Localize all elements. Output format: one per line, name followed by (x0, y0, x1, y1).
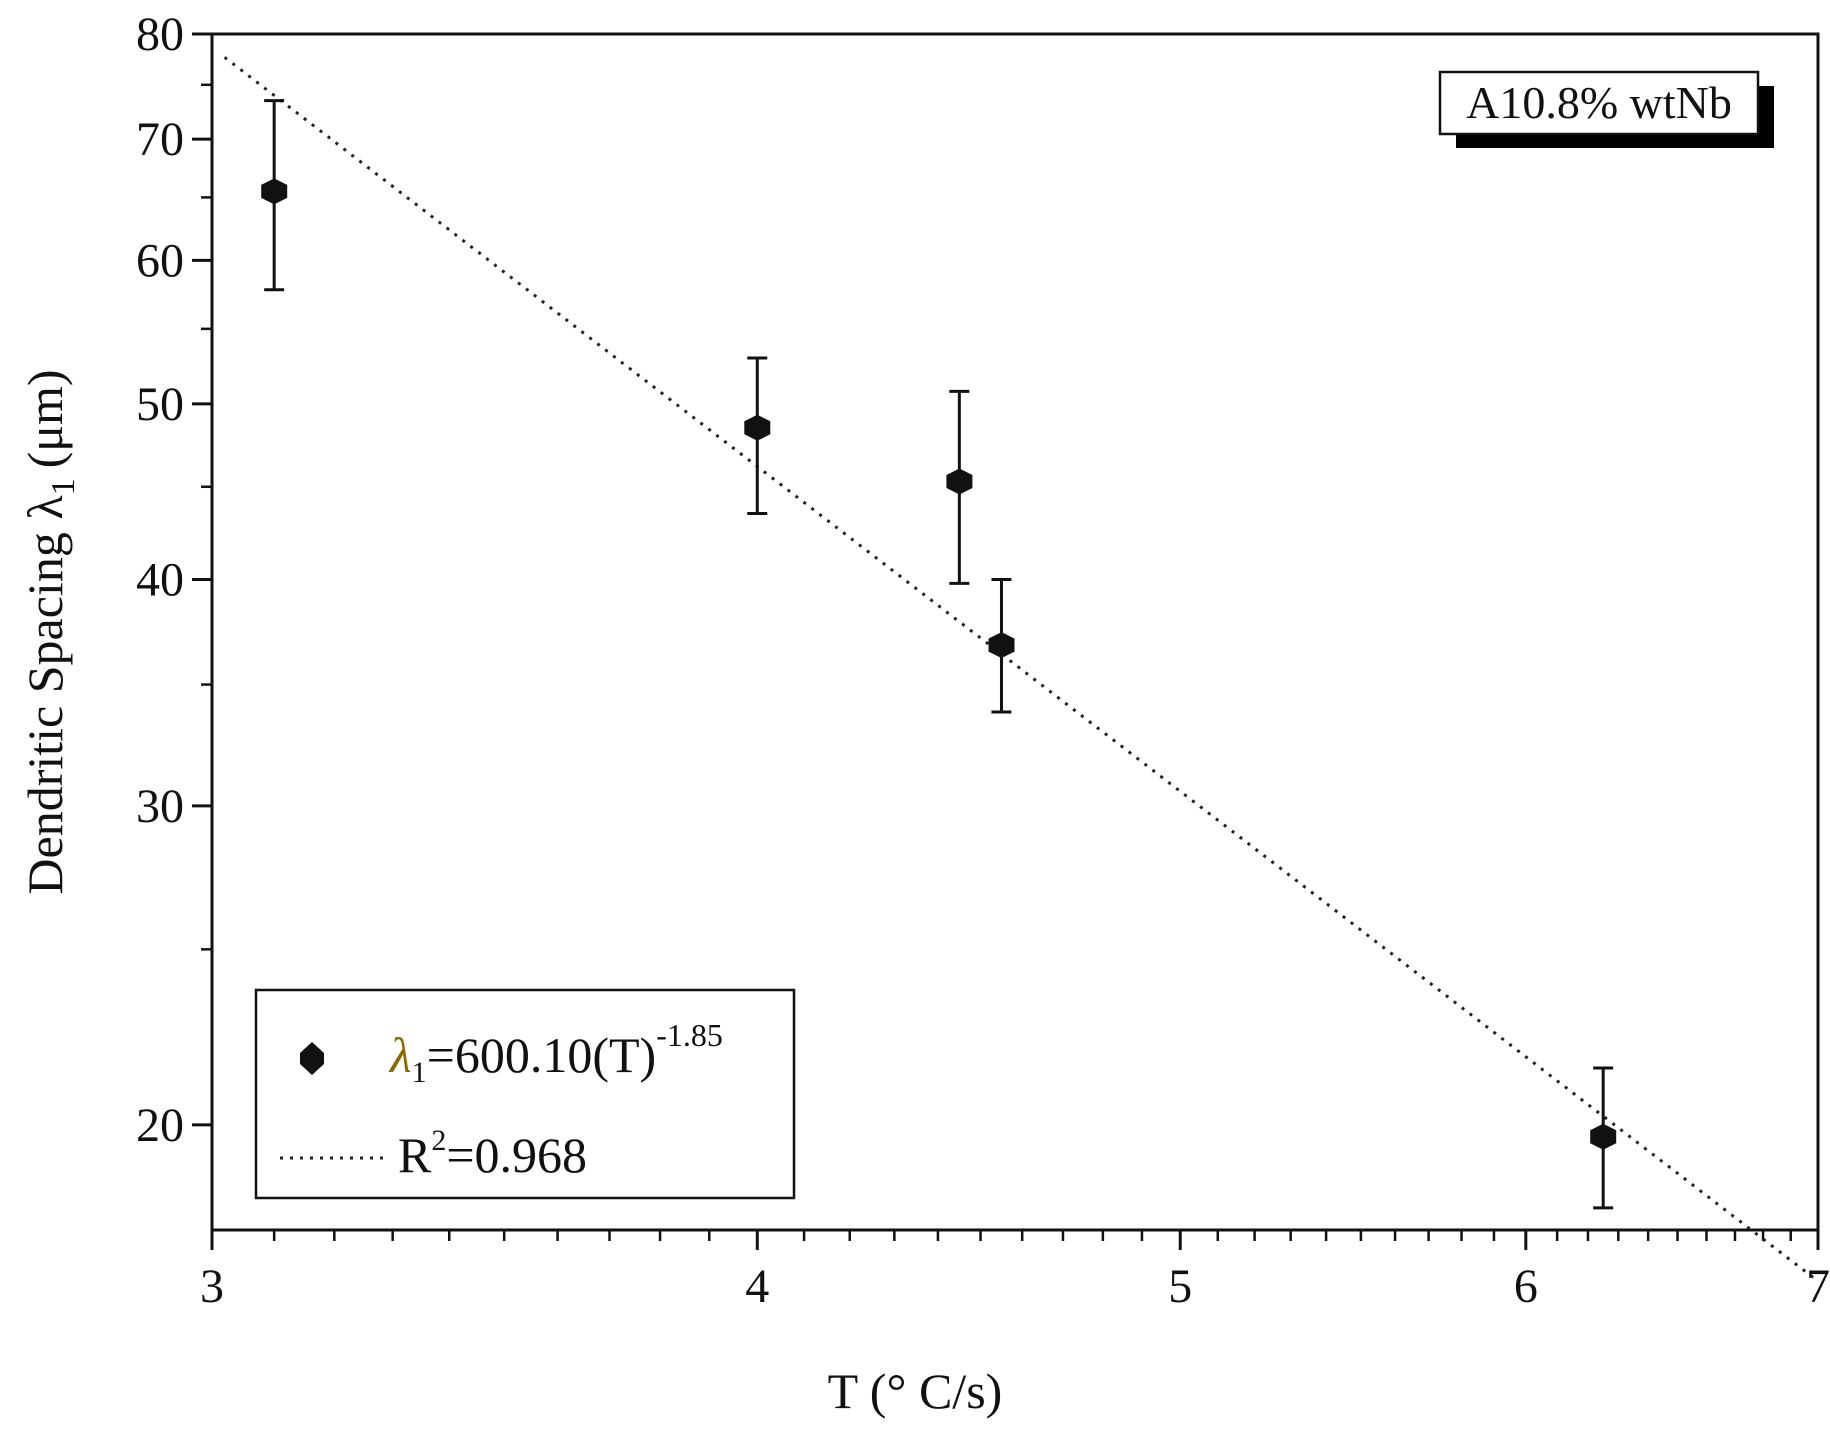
data-point (988, 577, 1015, 714)
annotation-frame (1438, 70, 1760, 136)
legend-marker-symbol (300, 1042, 324, 1075)
data-point (261, 99, 288, 292)
legend-r: R (398, 1127, 432, 1183)
legend-frame (254, 988, 796, 1200)
legend-equation-body: =600.10(T) (427, 1027, 657, 1083)
x-axis-ticks: 3 4 5 6 7 (200, 1230, 1830, 1313)
y-tick-label: 50 (136, 378, 184, 431)
y-tick-label: 80 (136, 8, 184, 61)
annotation-box: A10.8% wtNb (1438, 70, 1774, 148)
y-axis-title-unit: (μm) (17, 369, 73, 468)
minor-ticks (201, 83, 1792, 1241)
legend-fit-equation: λ1=600.10(T)-1.85 (388, 1017, 723, 1089)
legend-r-superscript: 2 (431, 1124, 446, 1157)
point-marker (988, 632, 1015, 659)
y-axis-title: Dendritic Spacing λ1 (μm) (17, 369, 82, 894)
data-points (261, 99, 1617, 1210)
plot-frame (210, 32, 1820, 1232)
legend-lambda: λ (388, 1027, 412, 1083)
point-marker (261, 178, 288, 205)
data-point (744, 356, 771, 515)
y-tick-label: 70 (136, 113, 184, 166)
data-point (946, 389, 973, 585)
legend-r-value: =0.968 (446, 1127, 587, 1183)
y-tick-label: 30 (136, 780, 184, 833)
y-axis-title-subscript: 1 (45, 478, 82, 495)
y-tick-label: 60 (136, 234, 184, 287)
x-tick-label: 6 (1514, 1260, 1538, 1313)
x-tick-label: 5 (1168, 1260, 1192, 1313)
y-axis-title-main: Dendritic Spacing λ (17, 495, 73, 894)
y-axis-ticks: 20 30 40 50 60 70 80 (136, 8, 212, 1152)
x-axis-title: T (° C/s) (828, 1363, 1003, 1419)
point-marker (946, 468, 973, 495)
legend-lambda-subscript: 1 (412, 1056, 427, 1089)
legend-exponent: -1.85 (656, 1017, 723, 1053)
legend: λ1=600.10(T)-1.85 R2=0.968 (254, 988, 796, 1200)
x-tick-label: 7 (1806, 1260, 1830, 1313)
data-point (1590, 1066, 1617, 1210)
x-tick-label: 4 (745, 1260, 769, 1313)
point-marker (744, 414, 771, 441)
y-tick-label: 40 (136, 553, 184, 606)
point-marker (1590, 1123, 1617, 1150)
y-tick-label: 20 (136, 1099, 184, 1152)
annotation-text: A10.8% wtNb (1466, 77, 1732, 128)
legend-r-squared: R2=0.968 (398, 1124, 587, 1183)
x-tick-label: 3 (200, 1260, 224, 1313)
